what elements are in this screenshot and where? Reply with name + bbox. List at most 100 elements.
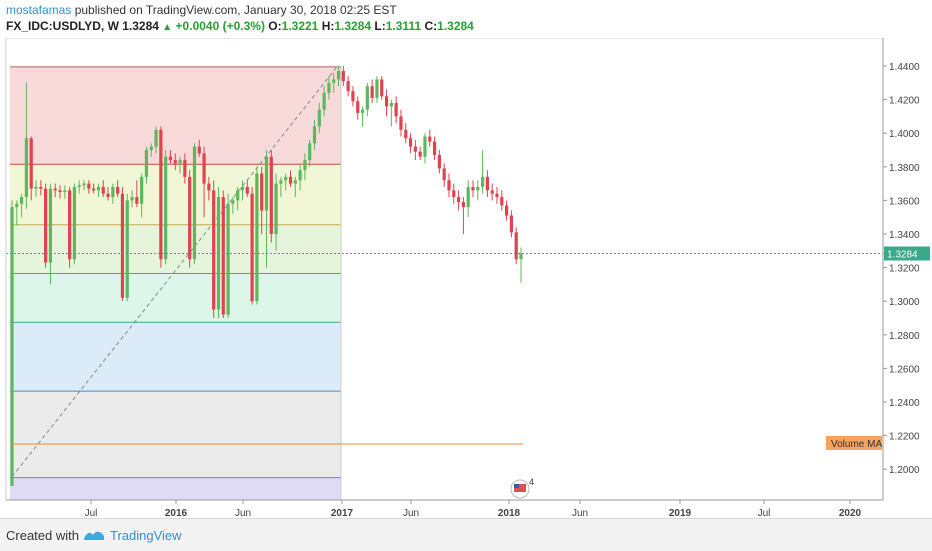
candle-body (384, 96, 389, 107)
overlays: Volume MA 4 (6, 252, 883, 499)
time-tick-label: Jun (403, 508, 419, 518)
candle-body (356, 101, 360, 114)
price-tick-label: 1.3800 (889, 163, 920, 174)
candle-body (466, 186, 470, 208)
candle-body (284, 176, 288, 181)
chart-header: mostafamas published on TradingView.com,… (0, 0, 932, 38)
candle-body (226, 203, 230, 315)
candle-body (125, 200, 129, 298)
candle-body (509, 215, 513, 233)
candle-body (260, 173, 264, 211)
price-chart[interactable]: Volume MA 4 1.4400 1.4200 1.4000 1.3800 1.360… (0, 37, 932, 519)
candle-body (413, 146, 417, 152)
candle-body (68, 190, 72, 260)
candle-body (428, 136, 432, 142)
candle-body (168, 156, 173, 161)
candle-body (96, 186, 101, 191)
high-label: H: (321, 19, 335, 33)
candle-body (58, 190, 62, 192)
current-price-tag: 1.3284 (884, 246, 930, 261)
author-link[interactable]: mostafamas (6, 3, 72, 17)
candle-body (432, 141, 437, 156)
candle-body (341, 71, 345, 82)
time-tick-label: 2016 (165, 508, 188, 518)
current-price-tag-label: 1.3284 (887, 249, 918, 260)
candle-body (24, 138, 29, 198)
candle-body (293, 180, 297, 184)
candle-body (442, 168, 446, 181)
candle-body (63, 190, 67, 192)
candle-body (490, 190, 494, 194)
candle-body (149, 146, 153, 150)
candle-body (288, 176, 293, 184)
candle-body (164, 156, 168, 260)
symbol-label[interactable]: FX_IDC:USDLYD, W (6, 19, 119, 33)
price-axis: 1.4400 1.4200 1.4000 1.3800 1.3600 1.3400 1.32… (883, 62, 920, 476)
time-tick-label: 2020 (839, 508, 862, 518)
candle-body (120, 193, 125, 298)
candle-body (408, 138, 413, 147)
time-tick-label: Jul (758, 508, 771, 518)
price-tick-label: 1.2600 (889, 364, 920, 375)
events-flag-stripes (514, 484, 526, 492)
candles (10, 66, 523, 486)
price-tick-label: 1.4200 (889, 96, 920, 107)
candle-body (298, 170, 302, 181)
tradingview-logo-icon (84, 531, 104, 540)
candle-body (360, 109, 365, 114)
close-label: C: (424, 19, 438, 33)
close-value: 1.3284 (437, 19, 474, 33)
candle-body (231, 200, 235, 204)
price-change: +0.0040 (+0.3%) (175, 19, 265, 33)
trend-line (11, 66, 338, 478)
candle-body (44, 188, 48, 263)
tradingview-brand-link[interactable]: TradingView (110, 528, 182, 543)
candle-body (72, 186, 77, 260)
volume-ma-label-bg (826, 436, 882, 450)
candle-body (394, 102, 398, 117)
time-tick-label: 2017 (331, 508, 354, 518)
candle-body (106, 193, 110, 198)
fib-zone (10, 224, 341, 274)
candle-body (370, 86, 374, 98)
candle-body (279, 180, 283, 184)
candle-body (202, 153, 206, 184)
time-tick-label: Jun (572, 508, 588, 518)
candle-body (20, 197, 24, 204)
candle-body (485, 176, 489, 191)
candle-body (423, 136, 427, 157)
candle-body (365, 86, 369, 110)
candle-body (500, 197, 504, 206)
candle-body (116, 186, 120, 194)
open-value: 1.3221 (281, 19, 319, 33)
candle-body (322, 92, 326, 110)
candle-body (212, 190, 216, 310)
candle-body (101, 186, 105, 194)
candle-body (240, 186, 245, 191)
candle-body (269, 156, 273, 234)
candle-body (380, 79, 384, 97)
candle-body (221, 197, 225, 315)
candle-body (471, 186, 475, 191)
candle-body (48, 188, 53, 263)
candle-body (351, 91, 355, 102)
publication-line: mostafamas published on TradingView.com,… (6, 3, 397, 17)
candle-body (140, 176, 144, 204)
chart-area[interactable]: Volume MA 4 1.4400 1.4200 1.4000 1.3800 1.360… (0, 37, 932, 523)
candle-body (15, 203, 19, 208)
candle-body (178, 160, 182, 164)
candle-body (183, 160, 187, 177)
candle-body (312, 126, 317, 144)
events-count: 4 (529, 477, 534, 487)
candle-body (327, 82, 331, 93)
candle-body (245, 186, 249, 194)
candle-body (130, 197, 134, 201)
candle-body (264, 156, 269, 211)
price-tick-label: 1.3600 (889, 196, 920, 207)
candle-body (236, 190, 240, 201)
candle-body (34, 186, 38, 189)
price-tick-label: 1.4000 (889, 129, 920, 140)
trend-dashed-line (11, 66, 338, 478)
candle-body (308, 143, 312, 161)
candle-body (303, 160, 307, 171)
